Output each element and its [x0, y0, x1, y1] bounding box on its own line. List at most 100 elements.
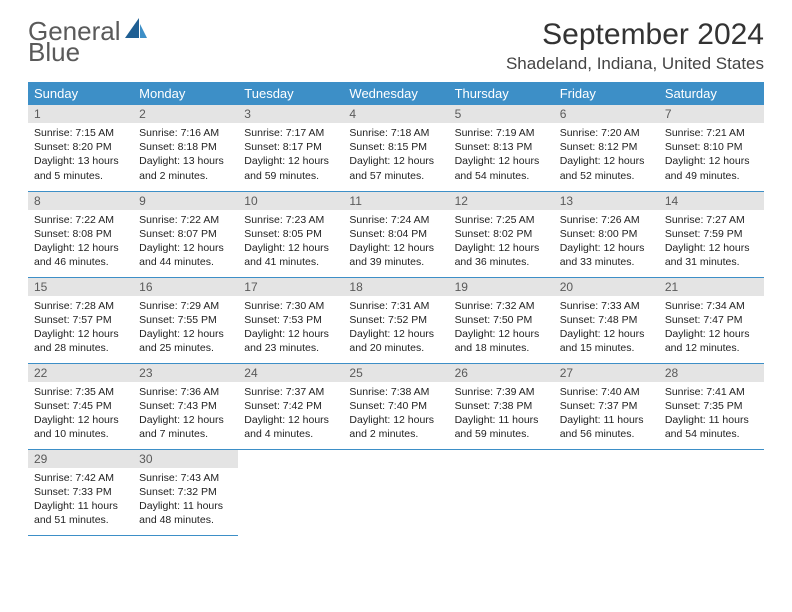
daylight-line: Daylight: 11 hours and 54 minutes.: [665, 413, 758, 441]
sunrise-line: Sunrise: 7:31 AM: [349, 299, 442, 313]
sunset-line: Sunset: 7:48 PM: [560, 313, 653, 327]
day-details: Sunrise: 7:32 AMSunset: 7:50 PMDaylight:…: [449, 296, 554, 360]
calendar-row: 15Sunrise: 7:28 AMSunset: 7:57 PMDayligh…: [28, 277, 764, 363]
sunset-line: Sunset: 8:17 PM: [244, 140, 337, 154]
day-number: 14: [659, 192, 764, 210]
daylight-line: Daylight: 12 hours and 41 minutes.: [244, 241, 337, 269]
sunrise-line: Sunrise: 7:39 AM: [455, 385, 548, 399]
sunrise-line: Sunrise: 7:25 AM: [455, 213, 548, 227]
daylight-line: Daylight: 12 hours and 52 minutes.: [560, 154, 653, 182]
sunrise-line: Sunrise: 7:20 AM: [560, 126, 653, 140]
day-details: Sunrise: 7:19 AMSunset: 8:13 PMDaylight:…: [449, 123, 554, 187]
sunrise-line: Sunrise: 7:17 AM: [244, 126, 337, 140]
day-details: Sunrise: 7:26 AMSunset: 8:00 PMDaylight:…: [554, 210, 659, 274]
day-number: 18: [343, 278, 448, 296]
day-number: 20: [554, 278, 659, 296]
day-details: Sunrise: 7:24 AMSunset: 8:04 PMDaylight:…: [343, 210, 448, 274]
day-details: Sunrise: 7:18 AMSunset: 8:15 PMDaylight:…: [343, 123, 448, 187]
day-cell: 24Sunrise: 7:37 AMSunset: 7:42 PMDayligh…: [238, 363, 343, 449]
sunset-line: Sunset: 7:40 PM: [349, 399, 442, 413]
day-details: Sunrise: 7:22 AMSunset: 8:07 PMDaylight:…: [133, 210, 238, 274]
sunrise-line: Sunrise: 7:35 AM: [34, 385, 127, 399]
sunset-line: Sunset: 8:18 PM: [139, 140, 232, 154]
day-details: Sunrise: 7:29 AMSunset: 7:55 PMDaylight:…: [133, 296, 238, 360]
page: General Blue September 2024 Shadeland, I…: [0, 0, 792, 554]
sunset-line: Sunset: 8:20 PM: [34, 140, 127, 154]
daylight-line: Daylight: 12 hours and 59 minutes.: [244, 154, 337, 182]
day-number: 7: [659, 105, 764, 123]
sunset-line: Sunset: 7:45 PM: [34, 399, 127, 413]
empty-cell: [554, 449, 659, 535]
daylight-line: Daylight: 12 hours and 12 minutes.: [665, 327, 758, 355]
day-details: Sunrise: 7:25 AMSunset: 8:02 PMDaylight:…: [449, 210, 554, 274]
day-details: Sunrise: 7:34 AMSunset: 7:47 PMDaylight:…: [659, 296, 764, 360]
daylight-line: Daylight: 12 hours and 33 minutes.: [560, 241, 653, 269]
day-number: 4: [343, 105, 448, 123]
day-number: 10: [238, 192, 343, 210]
daylight-line: Daylight: 12 hours and 23 minutes.: [244, 327, 337, 355]
day-number: 17: [238, 278, 343, 296]
day-cell: 10Sunrise: 7:23 AMSunset: 8:05 PMDayligh…: [238, 191, 343, 277]
day-number: 2: [133, 105, 238, 123]
calendar-body: 1Sunrise: 7:15 AMSunset: 8:20 PMDaylight…: [28, 105, 764, 535]
daylight-line: Daylight: 12 hours and 39 minutes.: [349, 241, 442, 269]
sunrise-line: Sunrise: 7:28 AM: [34, 299, 127, 313]
sunset-line: Sunset: 7:35 PM: [665, 399, 758, 413]
weekday-header: Saturday: [659, 82, 764, 105]
sunset-line: Sunset: 8:12 PM: [560, 140, 653, 154]
sunrise-line: Sunrise: 7:26 AM: [560, 213, 653, 227]
day-cell: 15Sunrise: 7:28 AMSunset: 7:57 PMDayligh…: [28, 277, 133, 363]
day-number: 5: [449, 105, 554, 123]
sunrise-line: Sunrise: 7:42 AM: [34, 471, 127, 485]
day-details: Sunrise: 7:35 AMSunset: 7:45 PMDaylight:…: [28, 382, 133, 446]
daylight-line: Daylight: 12 hours and 49 minutes.: [665, 154, 758, 182]
daylight-line: Daylight: 12 hours and 46 minutes.: [34, 241, 127, 269]
weekday-header: Tuesday: [238, 82, 343, 105]
sunset-line: Sunset: 7:52 PM: [349, 313, 442, 327]
sunrise-line: Sunrise: 7:18 AM: [349, 126, 442, 140]
sunset-line: Sunset: 7:38 PM: [455, 399, 548, 413]
sunset-line: Sunset: 7:42 PM: [244, 399, 337, 413]
daylight-line: Daylight: 12 hours and 25 minutes.: [139, 327, 232, 355]
day-cell: 26Sunrise: 7:39 AMSunset: 7:38 PMDayligh…: [449, 363, 554, 449]
daylight-line: Daylight: 11 hours and 59 minutes.: [455, 413, 548, 441]
calendar-row: 22Sunrise: 7:35 AMSunset: 7:45 PMDayligh…: [28, 363, 764, 449]
sunset-line: Sunset: 8:08 PM: [34, 227, 127, 241]
sunrise-line: Sunrise: 7:16 AM: [139, 126, 232, 140]
sunset-line: Sunset: 8:10 PM: [665, 140, 758, 154]
day-number: 30: [133, 450, 238, 468]
weekday-header: Sunday: [28, 82, 133, 105]
day-number: 22: [28, 364, 133, 382]
day-details: Sunrise: 7:30 AMSunset: 7:53 PMDaylight:…: [238, 296, 343, 360]
daylight-line: Daylight: 11 hours and 56 minutes.: [560, 413, 653, 441]
empty-cell: [238, 449, 343, 535]
sunrise-line: Sunrise: 7:19 AM: [455, 126, 548, 140]
day-number: 24: [238, 364, 343, 382]
sunset-line: Sunset: 7:47 PM: [665, 313, 758, 327]
sunset-line: Sunset: 8:07 PM: [139, 227, 232, 241]
sunrise-line: Sunrise: 7:41 AM: [665, 385, 758, 399]
day-details: Sunrise: 7:15 AMSunset: 8:20 PMDaylight:…: [28, 123, 133, 187]
weekday-header: Thursday: [449, 82, 554, 105]
sunset-line: Sunset: 8:02 PM: [455, 227, 548, 241]
sunrise-line: Sunrise: 7:15 AM: [34, 126, 127, 140]
day-cell: 11Sunrise: 7:24 AMSunset: 8:04 PMDayligh…: [343, 191, 448, 277]
day-number: 23: [133, 364, 238, 382]
day-cell: 20Sunrise: 7:33 AMSunset: 7:48 PMDayligh…: [554, 277, 659, 363]
day-number: 13: [554, 192, 659, 210]
calendar-row: 1Sunrise: 7:15 AMSunset: 8:20 PMDaylight…: [28, 105, 764, 191]
daylight-line: Daylight: 11 hours and 48 minutes.: [139, 499, 232, 527]
day-details: Sunrise: 7:27 AMSunset: 7:59 PMDaylight:…: [659, 210, 764, 274]
day-number: 1: [28, 105, 133, 123]
sunset-line: Sunset: 7:50 PM: [455, 313, 548, 327]
day-number: 21: [659, 278, 764, 296]
sunrise-line: Sunrise: 7:22 AM: [34, 213, 127, 227]
day-number: 9: [133, 192, 238, 210]
weekday-header: Wednesday: [343, 82, 448, 105]
daylight-line: Daylight: 13 hours and 2 minutes.: [139, 154, 232, 182]
daylight-line: Daylight: 12 hours and 57 minutes.: [349, 154, 442, 182]
sunset-line: Sunset: 7:37 PM: [560, 399, 653, 413]
daylight-line: Daylight: 12 hours and 31 minutes.: [665, 241, 758, 269]
day-number: 28: [659, 364, 764, 382]
sunset-line: Sunset: 8:04 PM: [349, 227, 442, 241]
